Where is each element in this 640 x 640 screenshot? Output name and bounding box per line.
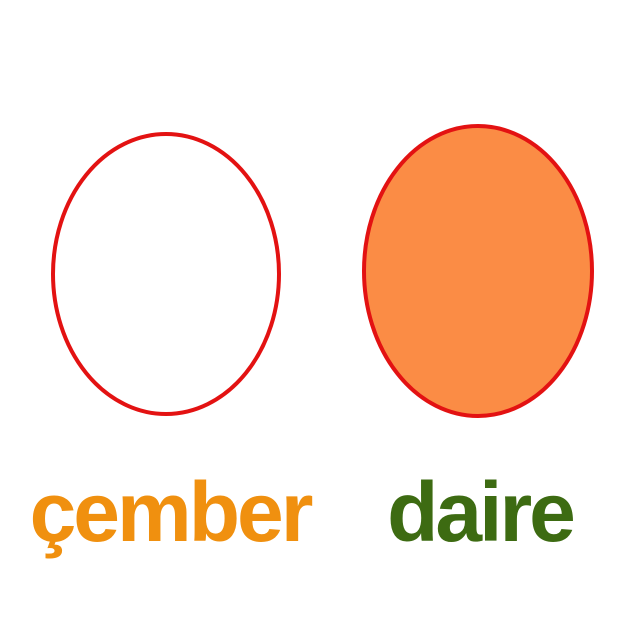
cember-outline-ellipse: [51, 132, 281, 416]
daire-filled-ellipse: [362, 124, 594, 418]
daire-label: daire: [387, 465, 576, 559]
cember-label: çember: [29, 465, 314, 559]
